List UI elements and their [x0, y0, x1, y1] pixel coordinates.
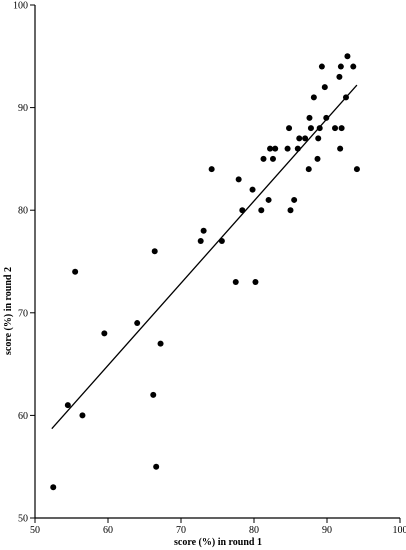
data-point — [252, 279, 259, 286]
y-tick-label: 80 — [18, 206, 28, 217]
data-point — [310, 94, 317, 101]
data-point — [218, 237, 225, 244]
data-point — [350, 63, 357, 70]
y-tick-label: 50 — [18, 514, 28, 525]
y-tick-label: 70 — [18, 308, 28, 319]
data-point — [305, 166, 312, 173]
data-point — [50, 484, 57, 491]
data-point — [269, 155, 276, 162]
data-point — [79, 412, 86, 419]
x-axis-label: score (%) in round 1 — [174, 537, 262, 548]
x-tick-label: 80 — [249, 525, 259, 536]
data-point — [337, 145, 344, 152]
axes — [34, 5, 400, 519]
data-point — [197, 237, 204, 244]
data-point — [265, 196, 272, 203]
data-point — [342, 94, 349, 101]
y-tick-label: 100 — [13, 1, 28, 12]
data-point — [157, 340, 164, 347]
data-point — [314, 155, 321, 162]
data-point — [150, 391, 157, 398]
data-point — [239, 207, 246, 214]
data-point — [260, 155, 267, 162]
data-point — [101, 330, 108, 337]
regression-line-group — [51, 84, 358, 430]
data-point — [267, 145, 274, 152]
data-point — [296, 135, 303, 142]
data-point — [316, 125, 323, 132]
y-tick-label: 60 — [18, 411, 28, 422]
data-point — [332, 125, 339, 132]
x-tick-label: 60 — [103, 525, 113, 536]
data-point — [284, 145, 291, 152]
data-point — [72, 268, 79, 275]
x-tick-label: 90 — [322, 525, 332, 536]
x-tick-label: 50 — [30, 525, 40, 536]
data-point — [294, 145, 301, 152]
data-point — [153, 463, 160, 470]
data-point — [208, 166, 215, 173]
data-point — [286, 125, 293, 132]
data-point — [272, 145, 279, 152]
ticks: 50 60 70 80 90 100 50 60 70 80 90 100 — [13, 1, 406, 537]
data-point — [287, 207, 294, 214]
data-point — [258, 207, 265, 214]
data-points — [50, 53, 360, 491]
data-point — [302, 135, 309, 142]
data-point — [338, 125, 345, 132]
y-tick-label: 90 — [18, 103, 28, 114]
data-point — [323, 114, 330, 121]
data-point — [353, 166, 360, 173]
data-point — [336, 73, 343, 80]
data-point — [315, 135, 322, 142]
x-tick-label: 70 — [176, 525, 186, 536]
data-point — [151, 248, 158, 255]
data-point — [307, 125, 314, 132]
data-point — [134, 320, 141, 327]
x-tick-label: 100 — [393, 525, 406, 536]
data-point — [232, 279, 239, 286]
regression-line — [51, 84, 358, 430]
data-point — [249, 186, 256, 193]
data-point — [64, 402, 71, 409]
data-point — [344, 53, 351, 60]
y-axis-label: score (%) in round 2 — [3, 267, 14, 355]
data-point — [306, 114, 313, 121]
data-point — [291, 196, 298, 203]
data-point — [235, 176, 242, 183]
data-point — [337, 63, 344, 70]
data-point — [318, 63, 325, 70]
data-point — [200, 227, 207, 234]
data-point — [321, 84, 328, 91]
